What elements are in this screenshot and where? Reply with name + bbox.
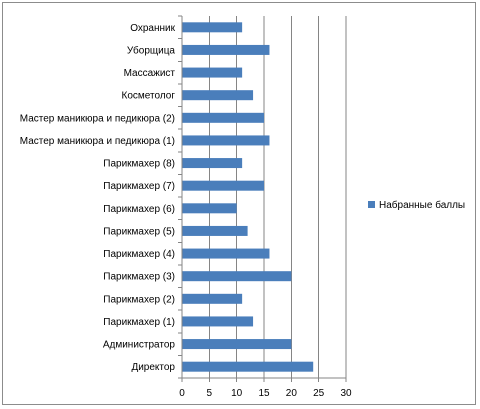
category-label: Уборщица [127,44,176,56]
bar [182,112,264,123]
category-label: Массажист [124,68,176,79]
category-label: Парикмахер (1) [103,317,175,328]
bar [182,158,243,169]
legend-swatch [368,201,375,208]
category-label: Мастер маникюра и педикюра (1) [20,136,175,147]
bar [182,203,237,214]
category-label: Парикмахер (5) [103,226,175,237]
category-label: Охранник [130,23,175,34]
x-tick-label: 0 [179,388,185,399]
bar [182,225,248,236]
category-label: Директор [131,362,175,373]
category-label: Парикмахер (2) [103,294,175,305]
x-tick-label: 30 [340,388,352,399]
bar [182,248,270,259]
x-tick-label: 25 [313,388,325,399]
x-tick-label: 5 [207,388,213,399]
bar [182,22,243,33]
bar [182,180,264,191]
category-label: Администратор [103,340,176,351]
bar [182,339,292,350]
legend-label: Набранные баллы [379,199,465,211]
category-label: Мастер маникюра и педикюра (2) [20,113,175,124]
x-tick-label: 20 [286,388,298,399]
legend: Набранные баллы [368,199,465,211]
x-tick-label: 15 [258,388,270,399]
category-labels: Директор Администратор Парикмахер (1) Парик… [20,23,176,373]
bar [182,271,292,282]
bars [182,22,314,372]
category-label: Парикмахер (7) [103,181,175,192]
x-tick-label: 10 [231,388,243,399]
bar [182,44,270,55]
bar [182,67,243,78]
bar [182,293,243,304]
bar [182,361,314,372]
axes [178,15,347,382]
bar [182,316,254,327]
bar [182,135,270,146]
category-label: Косметолог [122,91,176,102]
category-label: Парикмахер (4) [103,249,175,260]
category-label: Парикмахер (6) [103,204,175,215]
category-label: Парикмахер (3) [103,272,175,283]
bar [182,90,254,101]
x-tick-labels: 0 5 10 15 20 25 30 [179,388,352,399]
category-label: Парикмахер (8) [103,159,175,170]
